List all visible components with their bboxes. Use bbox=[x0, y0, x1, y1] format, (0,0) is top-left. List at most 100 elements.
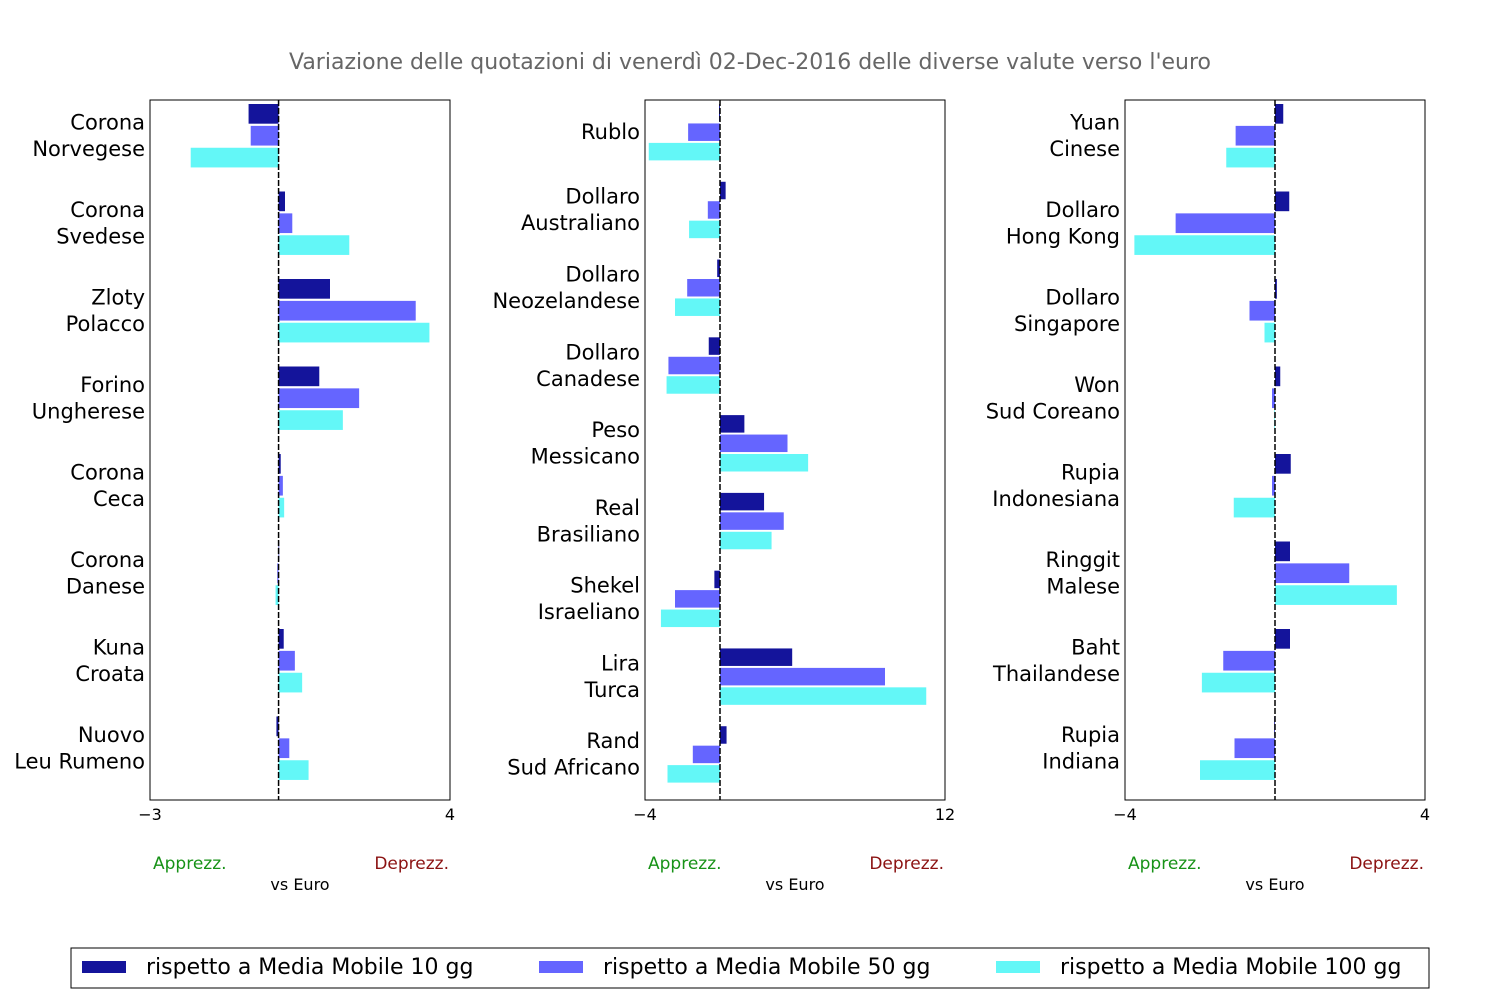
bar-100gg bbox=[660, 609, 720, 628]
bar-100gg bbox=[190, 147, 279, 168]
bar-100gg bbox=[1200, 760, 1275, 780]
bar-100gg bbox=[1201, 672, 1275, 693]
category-label: Dollaro Hong Kong bbox=[1006, 198, 1120, 249]
bar-50gg bbox=[1275, 563, 1350, 584]
bar-50gg bbox=[278, 388, 360, 409]
legend-label-100: rispetto a Media Mobile 100 gg bbox=[1060, 955, 1401, 980]
x-axis-label: vs Euro bbox=[765, 875, 824, 894]
bar-10gg bbox=[248, 104, 279, 124]
category-label: Corona Ceca bbox=[70, 460, 145, 511]
category-label: Lira Turca bbox=[583, 651, 640, 702]
legend-frame bbox=[70, 947, 1430, 989]
bar-100gg bbox=[278, 497, 285, 518]
legend-swatch-50 bbox=[539, 961, 583, 973]
x-tick-label: −4 bbox=[1113, 805, 1137, 824]
bar-10gg bbox=[278, 191, 285, 212]
x-tick-label: 4 bbox=[445, 805, 455, 824]
category-label: Won Sud Coreano bbox=[986, 373, 1120, 424]
panel-1: Corona Norvegese Corona Svedese Zloty Polacco… bbox=[14, 99, 455, 894]
bar-10gg bbox=[708, 337, 720, 355]
bar-10gg bbox=[278, 366, 320, 387]
bar-10gg bbox=[720, 181, 726, 200]
bar-100gg bbox=[720, 531, 772, 550]
bar-10gg bbox=[1275, 366, 1281, 387]
bar-10gg bbox=[720, 415, 745, 433]
category-label: Peso Messicano bbox=[531, 418, 640, 469]
bar-50gg bbox=[720, 667, 885, 686]
bar-50gg bbox=[668, 356, 720, 375]
category-label: Zloty Polacco bbox=[66, 285, 145, 336]
bar-100gg bbox=[666, 376, 720, 394]
bar-10gg bbox=[720, 726, 727, 744]
legend: rispetto a Media Mobile 10 gg rispetto a… bbox=[70, 947, 1430, 989]
bar-100gg bbox=[720, 687, 927, 705]
bar-100gg bbox=[278, 760, 309, 780]
bar-100gg bbox=[1134, 235, 1275, 255]
bar-50gg bbox=[278, 738, 290, 759]
chart-panels: Corona Norvegese Corona Svedese Zloty Polacco… bbox=[14, 99, 1430, 894]
bar-10gg bbox=[1275, 104, 1284, 124]
bar-50gg bbox=[250, 125, 279, 146]
x-tick-label: −3 bbox=[138, 805, 162, 824]
bar-50gg bbox=[278, 650, 295, 671]
bar-50gg bbox=[1223, 650, 1275, 671]
bar-50gg bbox=[687, 279, 720, 297]
bar-50gg bbox=[707, 201, 720, 219]
depreciation-hint: Deprezz. bbox=[869, 854, 944, 874]
category-label: Rublo bbox=[581, 120, 640, 144]
bar-10gg bbox=[1275, 454, 1291, 474]
category-label: Shekel Israeliano bbox=[538, 574, 640, 625]
x-tick-label: −4 bbox=[633, 805, 657, 824]
bar-50gg bbox=[688, 123, 720, 141]
category-label: Nuovo Leu Rumeno bbox=[14, 723, 145, 774]
category-label: Corona Danese bbox=[66, 548, 145, 599]
appreciation-hint: Apprezz. bbox=[153, 854, 227, 874]
bar-10gg bbox=[276, 716, 279, 737]
appreciation-hint: Apprezz. bbox=[1128, 854, 1202, 874]
appreciation-hint: Apprezz. bbox=[648, 854, 722, 874]
bar-10gg bbox=[717, 259, 720, 278]
category-label: Real Brasiliano bbox=[537, 496, 640, 547]
bar-50gg bbox=[720, 434, 788, 453]
category-label: Dollaro Singapore bbox=[1014, 285, 1120, 336]
depreciation-hint: Deprezz. bbox=[374, 854, 449, 874]
bar-100gg bbox=[1275, 585, 1397, 605]
category-label: Baht Thailandese bbox=[992, 635, 1120, 686]
x-tick-label: 12 bbox=[935, 805, 955, 824]
bar-10gg bbox=[714, 570, 720, 589]
category-label: Rupia Indiana bbox=[1042, 723, 1120, 774]
category-label: Kuna Croata bbox=[75, 635, 145, 686]
bar-10gg bbox=[1275, 629, 1290, 649]
bar-50gg bbox=[1234, 738, 1275, 759]
bar-50gg bbox=[278, 300, 416, 321]
legend-label-50: rispetto a Media Mobile 50 gg bbox=[603, 955, 930, 980]
bar-10gg bbox=[278, 279, 330, 299]
legend-swatch-100 bbox=[996, 961, 1040, 973]
bar-50gg bbox=[1272, 388, 1275, 409]
category-label: Dollaro Australiano bbox=[521, 185, 640, 236]
bar-100gg bbox=[689, 220, 720, 239]
bar-100gg bbox=[278, 672, 303, 693]
bar-100gg bbox=[667, 765, 720, 783]
bar-50gg bbox=[720, 512, 784, 530]
bar-100gg bbox=[275, 585, 279, 605]
legend-label-10: rispetto a Media Mobile 10 gg bbox=[146, 955, 473, 980]
plot-frame bbox=[149, 99, 451, 801]
bar-50gg bbox=[692, 745, 720, 764]
bar-10gg bbox=[1275, 191, 1290, 212]
category-label: Dollaro Canadese bbox=[536, 340, 640, 391]
bar-10gg bbox=[1275, 279, 1277, 299]
legend-swatch-10 bbox=[82, 961, 126, 973]
x-axis-label: vs Euro bbox=[1245, 875, 1304, 894]
panel-2: Rublo Dollaro Australiano Dollaro Neozelande… bbox=[492, 99, 955, 894]
bar-50gg bbox=[1175, 213, 1275, 234]
category-label: Corona Svedese bbox=[56, 198, 145, 249]
bar-100gg bbox=[720, 454, 809, 472]
chart-title: Variazione delle quotazioni di venerdì 0… bbox=[289, 50, 1211, 75]
bar-10gg bbox=[1275, 541, 1290, 562]
category-label: Corona Norvegese bbox=[32, 110, 145, 161]
bar-100gg bbox=[278, 235, 350, 255]
bar-10gg bbox=[278, 629, 284, 649]
bar-10gg bbox=[278, 454, 281, 474]
